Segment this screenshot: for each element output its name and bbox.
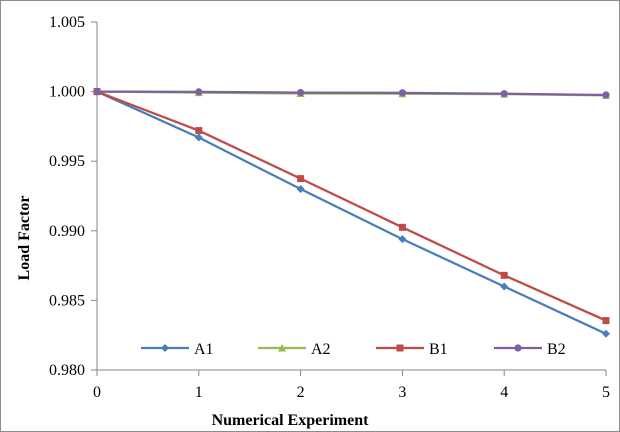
data-point-b1 (500, 271, 508, 279)
legend-marker (278, 344, 286, 352)
x-axis-title: Numerical Experiment (212, 412, 370, 429)
y-tick-label: 0.985 (49, 292, 85, 309)
y-tick-label: 0.990 (49, 223, 85, 240)
y-tick-label: 1.000 (49, 84, 85, 101)
axes (96, 22, 606, 371)
legend-item-a2: A2 (258, 341, 331, 358)
data-point-a1 (398, 235, 407, 244)
data-point-a1 (296, 185, 305, 194)
legend-marker (161, 344, 169, 352)
data-point-b2 (93, 88, 101, 96)
legend-label: A1 (194, 341, 214, 358)
x-tick-label: 4 (500, 384, 508, 401)
data-point-a1 (500, 282, 509, 291)
series-line-a1 (96, 90, 607, 335)
x-ticks: 0 1 2 3 4 5 (93, 370, 610, 401)
data-point-b1 (602, 317, 610, 325)
series-b2 (93, 88, 610, 99)
y-ticks: 0.980 0.985 0.990 0.995 1.000 1.005 (49, 14, 97, 379)
series-line-b1 (96, 90, 607, 322)
legend-item-a1: A1 (141, 341, 214, 358)
y-tick-label: 0.995 (49, 153, 85, 170)
legend-label: B1 (429, 341, 448, 358)
series-layer (93, 87, 610, 338)
x-tick-label: 0 (93, 384, 101, 401)
data-point-b2 (500, 90, 508, 98)
x-tick-label: 3 (398, 384, 406, 401)
legend-label: B2 (547, 341, 566, 358)
legend-item-b2: B2 (494, 341, 566, 358)
y-tick-label: 1.005 (49, 14, 85, 31)
x-tick-label: 5 (602, 384, 610, 401)
legend-item-b1: B1 (376, 341, 448, 358)
data-point-b2 (195, 88, 203, 96)
legend-label: A2 (311, 341, 331, 358)
legend-marker (514, 344, 522, 352)
series-line-b2 (96, 90, 607, 97)
series-a1 (93, 87, 610, 338)
x-tick-label: 1 (195, 384, 203, 401)
legend-marker (396, 344, 404, 352)
data-point-b1 (195, 127, 203, 135)
y-axis-title: Load Factor (16, 196, 33, 281)
data-point-a1 (194, 133, 203, 142)
data-point-b2 (297, 88, 305, 97)
x-tick-label: 2 (297, 384, 305, 401)
data-point-a1 (602, 329, 610, 338)
data-point-b1 (398, 223, 406, 231)
data-point-b2 (398, 89, 406, 97)
data-point-b2 (602, 91, 610, 99)
legend: A1 A2 B1 B2 (141, 341, 566, 358)
y-tick-label: 0.980 (49, 362, 85, 379)
series-b1 (93, 88, 610, 325)
data-point-b1 (297, 175, 305, 183)
